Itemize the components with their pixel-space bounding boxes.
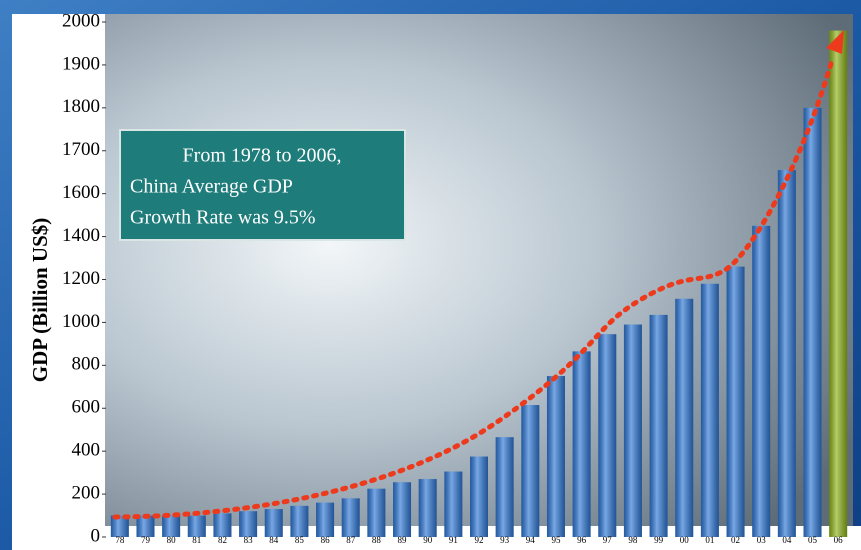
bar-shade — [598, 334, 617, 537]
x-tick-label: 02 — [731, 535, 740, 545]
trend-line — [112, 57, 835, 520]
axis-panel — [12, 14, 105, 550]
bar-shade — [162, 515, 181, 537]
bar-shade — [803, 107, 822, 537]
x-tick-label: 83 — [244, 535, 254, 545]
bar-shade — [136, 515, 155, 537]
y-tick-label: 0 — [91, 525, 101, 546]
bar-shade — [239, 511, 258, 537]
annotation: From 1978 to 2006, — [183, 145, 342, 167]
bar-shade — [290, 505, 309, 537]
annotation: China Average GDP — [130, 176, 293, 198]
y-tick-label: 1000 — [62, 311, 100, 332]
x-tick-label: 86 — [321, 535, 331, 545]
x-tick-label: 93 — [500, 535, 510, 545]
bar-shade — [623, 324, 642, 537]
x-tick-label: 04 — [782, 535, 792, 545]
bar-shade — [110, 515, 129, 537]
x-tick-label: 89 — [398, 535, 408, 545]
x-tick-label: 94 — [526, 535, 536, 545]
x-tick-label: 78 — [115, 535, 125, 545]
bar-shade — [700, 283, 719, 537]
x-tick-label: 88 — [372, 535, 382, 545]
bar-shade — [649, 314, 668, 537]
x-tick-label: 00 — [680, 535, 690, 545]
y-tick-label: 400 — [72, 440, 101, 461]
bar-shade — [418, 479, 437, 537]
bar-shade — [187, 515, 206, 537]
y-tick-label: 1400 — [62, 225, 100, 246]
bar-shade — [470, 456, 488, 537]
x-tick-label: 95 — [551, 535, 561, 545]
bar-shade — [316, 502, 335, 537]
x-tick-label: 92 — [475, 535, 484, 545]
y-axis-label: GDP (Billion US$) — [28, 218, 52, 383]
bar-shade — [546, 376, 565, 537]
bar-shade — [341, 498, 360, 537]
x-tick-label: 90 — [423, 535, 433, 545]
bar-shade — [444, 471, 463, 537]
bar-shade — [393, 482, 412, 537]
x-tick-label: 81 — [192, 535, 201, 545]
bar-shade — [213, 513, 232, 537]
x-tick-label: 91 — [449, 535, 458, 545]
bar-shade — [264, 509, 283, 537]
y-tick-label: 800 — [72, 354, 101, 375]
y-tick-label: 1700 — [62, 139, 100, 160]
x-tick-label: 79 — [141, 535, 151, 545]
x-tick-label: 96 — [577, 535, 587, 545]
y-tick-label: 1600 — [62, 182, 100, 203]
bar-shade — [521, 405, 540, 537]
x-tick-label: 01 — [705, 535, 714, 545]
x-tick-label: 87 — [346, 535, 356, 545]
x-tick-label: 03 — [757, 535, 767, 545]
x-tick-label: 98 — [628, 535, 638, 545]
annotation-box — [119, 129, 406, 241]
bar-shade — [777, 170, 796, 537]
y-tick-label: 1200 — [62, 268, 100, 289]
y-tick-label: 200 — [72, 482, 101, 503]
trend-arrow — [826, 30, 844, 54]
y-tick-label: 2000 — [62, 10, 100, 31]
y-tick-label: 600 — [72, 397, 101, 418]
x-tick-label: 80 — [167, 535, 177, 545]
x-tick-label: 05 — [808, 535, 818, 545]
bar-shade — [367, 488, 386, 537]
x-tick-label: 97 — [603, 535, 613, 545]
bar-shade — [752, 225, 771, 537]
x-tick-label: 84 — [269, 535, 279, 545]
bar-shade — [829, 30, 848, 537]
y-tick-label: 1900 — [62, 53, 100, 74]
y-tick-label: 1800 — [62, 96, 100, 117]
annotation: Growth Rate was 9.5% — [130, 207, 316, 229]
x-tick-label: 85 — [295, 535, 305, 545]
bar-shade — [572, 351, 591, 537]
bar-shade — [726, 266, 745, 537]
bar-shade — [675, 298, 694, 537]
x-tick-label: 06 — [834, 535, 844, 545]
x-tick-label: 82 — [218, 535, 227, 545]
bar-shade — [495, 437, 514, 537]
x-tick-label: 99 — [654, 535, 664, 545]
